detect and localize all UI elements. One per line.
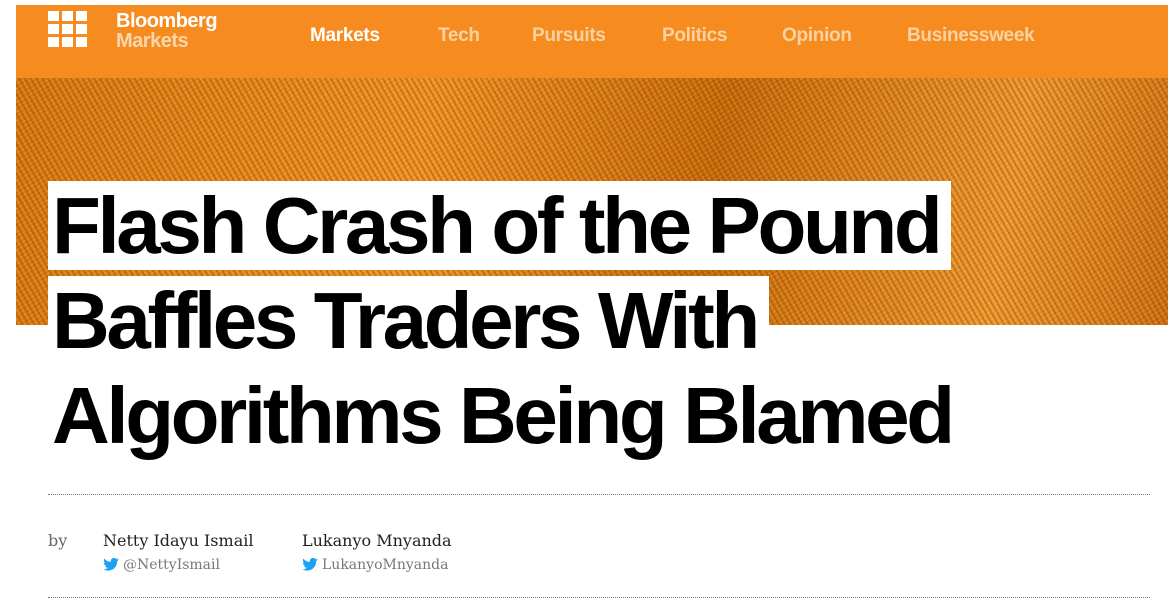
logo-brand[interactable]: Bloomberg [116, 10, 218, 32]
author-name[interactable]: Lukanyo Mnyanda [302, 531, 452, 550]
nav-item[interactable]: Businessweek [907, 25, 1035, 46]
twitter-handle-text[interactable]: @NettyIsmail [123, 557, 220, 573]
logo-section[interactable]: Markets [116, 30, 189, 52]
logo-icon[interactable] [48, 11, 88, 47]
author-name[interactable]: Netty Idayu Ismail [103, 531, 254, 550]
twitter-handle[interactable]: LukanyoMnyanda [302, 557, 448, 573]
twitter-handle[interactable]: @NettyIsmail [103, 557, 220, 573]
nav-item[interactable]: Pursuits [532, 25, 606, 46]
headline-box: Flash Crash of the Pound Baffles Traders… [48, 178, 1008, 463]
nav-item[interactable]: Markets [310, 25, 380, 46]
headline: Flash Crash of the Pound Baffles Traders… [48, 181, 964, 460]
nav-item[interactable]: Politics [662, 25, 728, 46]
divider [48, 597, 1150, 598]
twitter-icon [302, 557, 318, 571]
nav-item[interactable]: Opinion [782, 25, 852, 46]
twitter-handle-text[interactable]: LukanyoMnyanda [322, 557, 449, 573]
divider [48, 494, 1150, 495]
byline-prefix: by [48, 531, 68, 550]
twitter-icon [103, 557, 119, 571]
nav-bar: Bloomberg Markets Markets Tech Pursuits Pol… [16, 5, 1168, 78]
nav-item[interactable]: Tech [438, 25, 480, 46]
